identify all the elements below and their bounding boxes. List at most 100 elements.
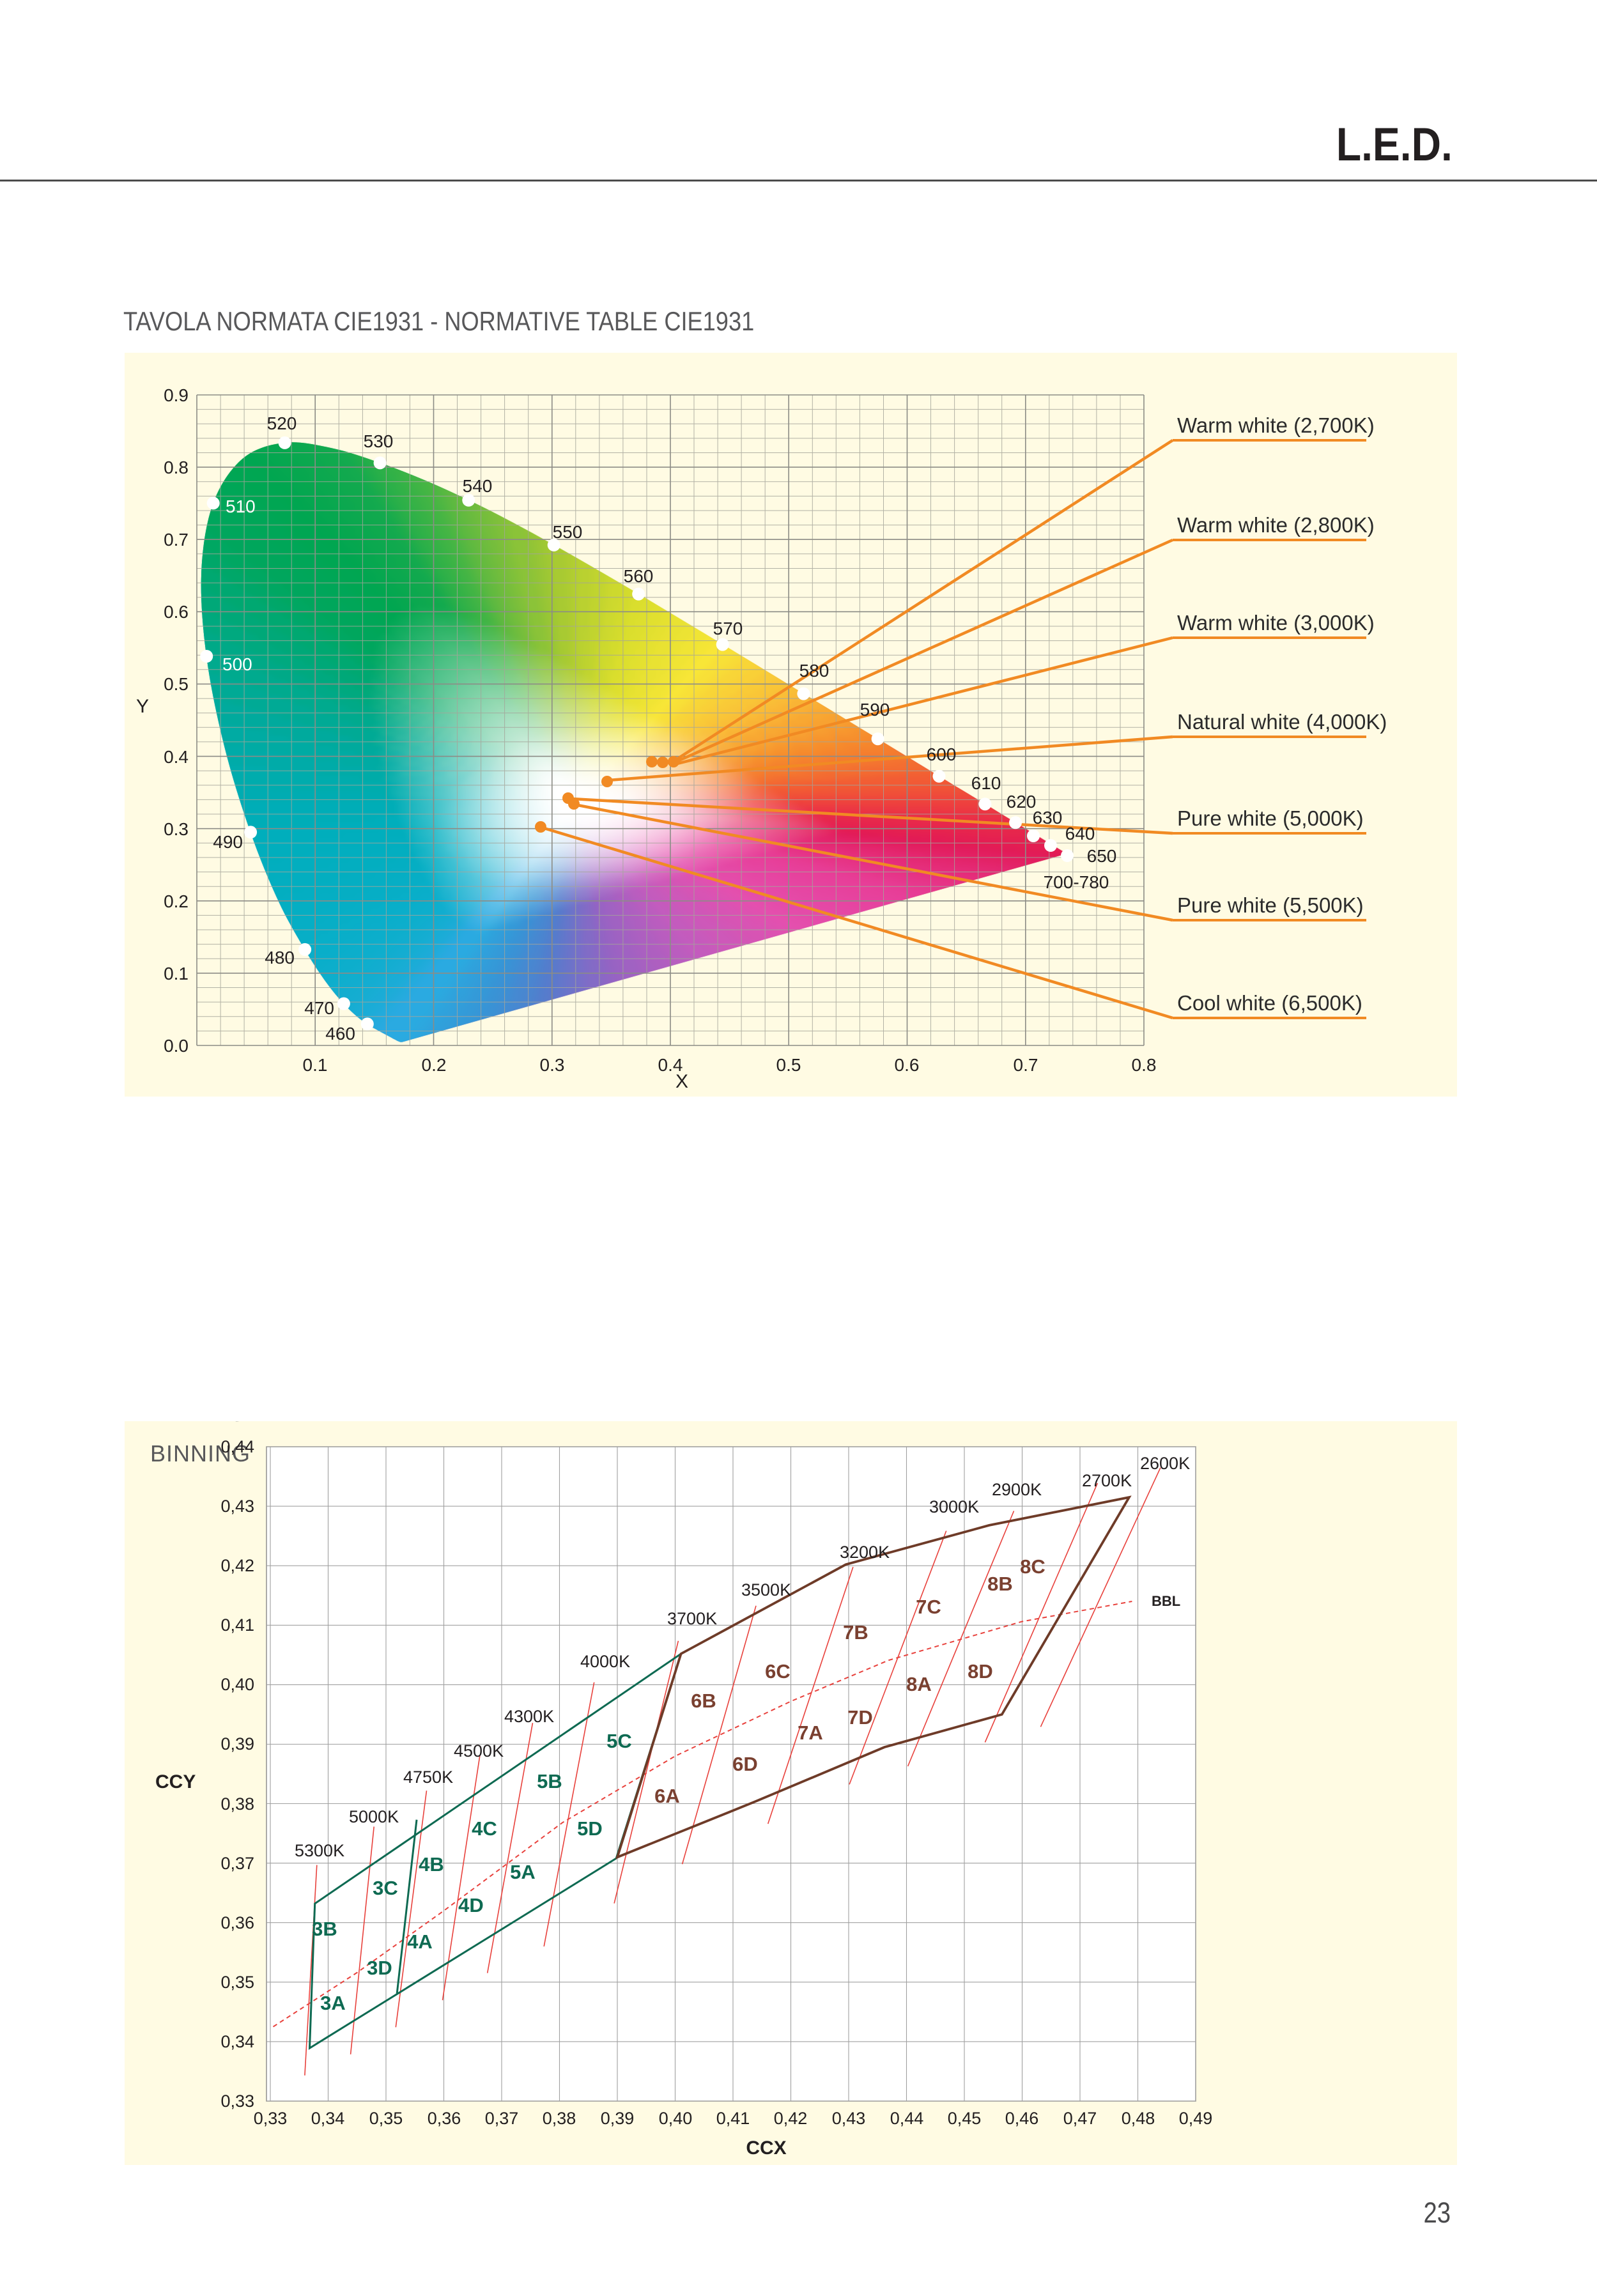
svg-text:0,46: 0,46 bbox=[1005, 2109, 1039, 2128]
svg-text:0,44: 0,44 bbox=[890, 2109, 924, 2128]
svg-text:610: 610 bbox=[971, 773, 1001, 793]
svg-text:3A: 3A bbox=[320, 1992, 346, 2014]
svg-text:580: 580 bbox=[799, 661, 829, 681]
svg-text:0,40: 0,40 bbox=[220, 1675, 254, 1694]
svg-text:590: 590 bbox=[860, 700, 890, 720]
svg-text:0,42: 0,42 bbox=[220, 1556, 254, 1575]
svg-text:600: 600 bbox=[927, 744, 957, 764]
svg-text:7C: 7C bbox=[916, 1596, 941, 1618]
svg-text:0.4: 0.4 bbox=[658, 1055, 683, 1075]
svg-text:560: 560 bbox=[624, 566, 654, 586]
svg-text:0,40: 0,40 bbox=[659, 2109, 693, 2128]
svg-text:470: 470 bbox=[304, 998, 334, 1018]
svg-text:0,43: 0,43 bbox=[220, 1497, 254, 1516]
svg-text:X: X bbox=[675, 1071, 688, 1092]
svg-text:8B: 8B bbox=[987, 1573, 1013, 1595]
svg-text:0,39: 0,39 bbox=[220, 1734, 254, 1753]
svg-text:0.5: 0.5 bbox=[164, 674, 189, 694]
svg-text:3B: 3B bbox=[312, 1918, 337, 1940]
svg-text:0.7: 0.7 bbox=[1014, 1055, 1038, 1075]
svg-text:0,37: 0,37 bbox=[485, 2109, 519, 2128]
svg-text:0,44: 0,44 bbox=[220, 1437, 254, 1456]
svg-text:0.6: 0.6 bbox=[164, 602, 189, 622]
svg-text:540: 540 bbox=[463, 476, 493, 496]
svg-text:Warm white (2,800K): Warm white (2,800K) bbox=[1177, 513, 1375, 537]
svg-text:0,41: 0,41 bbox=[716, 2109, 750, 2128]
svg-text:5D: 5D bbox=[577, 1817, 603, 1840]
svg-text:2900K: 2900K bbox=[992, 1480, 1042, 1499]
svg-text:4C: 4C bbox=[472, 1817, 497, 1840]
svg-text:3200K: 3200K bbox=[840, 1543, 890, 1562]
svg-text:5C: 5C bbox=[606, 1730, 632, 1752]
svg-text:8A: 8A bbox=[906, 1673, 932, 1695]
svg-text:4D: 4D bbox=[458, 1894, 484, 1916]
svg-text:6A: 6A bbox=[654, 1785, 680, 1807]
svg-text:480: 480 bbox=[265, 948, 295, 967]
svg-text:460: 460 bbox=[325, 1024, 355, 1044]
svg-text:0,36: 0,36 bbox=[220, 1913, 254, 1932]
svg-text:Pure white (5,500K): Pure white (5,500K) bbox=[1177, 893, 1364, 917]
svg-text:530: 530 bbox=[364, 431, 394, 451]
svg-text:0.2: 0.2 bbox=[164, 891, 189, 911]
svg-text:0,42: 0,42 bbox=[774, 2109, 808, 2128]
svg-text:0.3: 0.3 bbox=[164, 819, 189, 839]
svg-text:2600K: 2600K bbox=[1140, 1454, 1190, 1473]
svg-text:7A: 7A bbox=[798, 1722, 823, 1744]
svg-text:4A: 4A bbox=[407, 1930, 433, 1953]
svg-text:0.8: 0.8 bbox=[1132, 1055, 1157, 1075]
svg-text:3700K: 3700K bbox=[667, 1609, 717, 1628]
svg-text:Warm white (2,700K): Warm white (2,700K) bbox=[1177, 413, 1375, 437]
svg-text:Cool white (6,500K): Cool white (6,500K) bbox=[1177, 991, 1362, 1015]
svg-text:0,39: 0,39 bbox=[601, 2109, 635, 2128]
svg-text:0,35: 0,35 bbox=[369, 2109, 403, 2128]
svg-text:0.3: 0.3 bbox=[540, 1055, 565, 1075]
svg-text:0.7: 0.7 bbox=[164, 530, 189, 550]
svg-text:0.1: 0.1 bbox=[164, 964, 189, 983]
svg-text:650: 650 bbox=[1087, 846, 1117, 866]
svg-text:550: 550 bbox=[553, 522, 583, 542]
svg-text:0,43: 0,43 bbox=[832, 2109, 866, 2128]
svg-text:7B: 7B bbox=[843, 1621, 868, 1644]
svg-text:520: 520 bbox=[267, 413, 297, 433]
svg-text:0,38: 0,38 bbox=[220, 1794, 254, 1814]
svg-text:4000K: 4000K bbox=[580, 1652, 630, 1671]
svg-text:8C: 8C bbox=[1020, 1555, 1045, 1578]
svg-text:0,33: 0,33 bbox=[220, 2092, 254, 2111]
svg-text:8D: 8D bbox=[968, 1660, 993, 1683]
svg-text:0,47: 0,47 bbox=[1063, 2109, 1097, 2128]
svg-text:0,34: 0,34 bbox=[220, 2032, 254, 2051]
svg-text:0.1: 0.1 bbox=[303, 1055, 328, 1075]
svg-text:0,38: 0,38 bbox=[543, 2109, 576, 2128]
svg-text:0,34: 0,34 bbox=[311, 2109, 345, 2128]
svg-text:0,37: 0,37 bbox=[220, 1854, 254, 1873]
svg-text:5300K: 5300K bbox=[295, 1841, 344, 1860]
svg-text:0,49: 0,49 bbox=[1179, 2109, 1213, 2128]
svg-text:Warm white (3,000K): Warm white (3,000K) bbox=[1177, 611, 1375, 635]
svg-text:0,41: 0,41 bbox=[220, 1615, 254, 1635]
svg-text:4750K: 4750K bbox=[403, 1768, 453, 1787]
svg-text:630: 630 bbox=[1033, 808, 1063, 828]
svg-text:4500K: 4500K bbox=[454, 1741, 504, 1761]
svg-text:0.2: 0.2 bbox=[422, 1055, 447, 1075]
svg-text:3500K: 3500K bbox=[741, 1580, 791, 1599]
svg-text:0.9: 0.9 bbox=[164, 385, 189, 405]
svg-text:Pure white (5,000K): Pure white (5,000K) bbox=[1177, 806, 1364, 830]
svg-text:6B: 6B bbox=[691, 1690, 716, 1712]
svg-text:0.5: 0.5 bbox=[776, 1055, 801, 1075]
svg-text:0,45: 0,45 bbox=[948, 2109, 982, 2128]
svg-text:6C: 6C bbox=[765, 1660, 791, 1683]
svg-text:0,33: 0,33 bbox=[254, 2109, 288, 2128]
svg-text:570: 570 bbox=[713, 619, 743, 638]
svg-text:4B: 4B bbox=[419, 1853, 444, 1876]
svg-text:5A: 5A bbox=[510, 1861, 536, 1883]
svg-text:620: 620 bbox=[1007, 792, 1037, 812]
svg-text:500: 500 bbox=[222, 654, 252, 674]
svg-text:3D: 3D bbox=[367, 1957, 392, 1979]
svg-text:0.4: 0.4 bbox=[164, 747, 189, 767]
svg-text:2700K: 2700K bbox=[1082, 1471, 1132, 1490]
svg-text:0.6: 0.6 bbox=[895, 1055, 920, 1075]
svg-text:3000K: 3000K bbox=[929, 1497, 979, 1516]
svg-text:6D: 6D bbox=[732, 1753, 758, 1775]
svg-text:0,36: 0,36 bbox=[428, 2109, 461, 2128]
svg-text:0,48: 0,48 bbox=[1122, 2109, 1155, 2128]
